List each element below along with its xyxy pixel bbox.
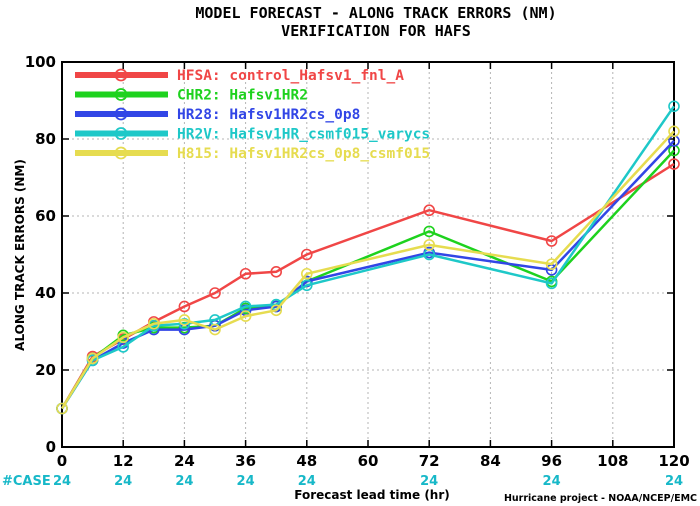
legend-entry: HR2V: Hafsv1HR_csmf015_varycs bbox=[75, 127, 430, 143]
axes: 0 12 24 36 48 60 72 84 96 108 120 0 20 40 60 80 100 24 24 2… bbox=[25, 53, 690, 489]
data-point bbox=[300, 248, 313, 261]
data-point bbox=[270, 304, 283, 317]
legend-label: H815: Hafsv1HR2cs_0p8_csmf015 bbox=[177, 146, 430, 162]
legend-swatch-marker bbox=[114, 146, 128, 160]
data-point bbox=[148, 317, 160, 330]
legend: HFSA: control_Hafsv1_fnl_A CHR2: Hafsv1HR… bbox=[75, 68, 430, 162]
legend-entry: HR28: Hafsv1HR2cs_0p8 bbox=[75, 107, 360, 123]
case-count: 24 bbox=[543, 474, 561, 489]
case-count: 24 bbox=[237, 474, 255, 489]
legend-label: HR2V: Hafsv1HR_csmf015_varycs bbox=[177, 127, 430, 143]
data-point bbox=[86, 352, 99, 365]
data-point bbox=[545, 235, 558, 247]
data-point bbox=[300, 279, 313, 292]
data-point bbox=[239, 310, 252, 322]
legend-label: HR28: Hafsv1HR2cs_0p8 bbox=[177, 107, 360, 123]
case-count: 24 bbox=[420, 474, 438, 489]
case-count: 24 bbox=[114, 474, 132, 489]
x-tick-label: 108 bbox=[597, 452, 628, 470]
case-row-label: #CASE bbox=[2, 474, 51, 489]
case-count: 24 bbox=[53, 474, 71, 489]
x-tick-label: 72 bbox=[419, 452, 440, 470]
y-tick-label: 0 bbox=[46, 438, 56, 456]
legend-entry: HFSA: control_Hafsv1_fnl_A bbox=[75, 68, 404, 84]
plot-frame bbox=[61, 61, 675, 448]
data-point bbox=[178, 300, 191, 313]
legend-swatch-marker bbox=[114, 88, 128, 101]
credit-text: Hurricane project - NOAA/NCEP/EMC bbox=[504, 493, 697, 504]
chart-title: MODEL FORECAST - ALONG TRACK ERRORS (NM) bbox=[195, 4, 556, 22]
x-tick-label: 0 bbox=[57, 452, 67, 470]
data-point bbox=[117, 331, 129, 344]
data-point bbox=[178, 314, 191, 326]
data-point bbox=[239, 267, 252, 280]
legend-entry: CHR2: Hafsv1HR2 bbox=[75, 88, 308, 104]
series-layer bbox=[56, 100, 680, 415]
y-tick-label: 20 bbox=[35, 361, 56, 379]
series-line bbox=[60, 162, 675, 410]
data-point bbox=[300, 267, 313, 280]
series-line bbox=[60, 130, 675, 410]
x-axis-title: Forecast lead time (hr) bbox=[294, 488, 450, 502]
data-point bbox=[423, 225, 436, 238]
case-count: 24 bbox=[298, 474, 316, 489]
y-tick-label: 80 bbox=[35, 130, 56, 148]
case-count: 24 bbox=[175, 474, 193, 489]
x-tick-label: 120 bbox=[658, 452, 689, 470]
legend-swatch-marker bbox=[114, 107, 128, 121]
legend-swatch-marker bbox=[114, 127, 128, 140]
data-point bbox=[668, 100, 680, 113]
legend-swatch-marker bbox=[114, 68, 128, 82]
legend-label: HFSA: control_Hafsv1_fnl_A bbox=[177, 68, 404, 84]
grid bbox=[62, 62, 674, 447]
data-point bbox=[668, 158, 680, 170]
data-point bbox=[423, 204, 436, 217]
data-point bbox=[545, 277, 558, 290]
x-tick-label: 84 bbox=[480, 452, 501, 470]
case-count: 24 bbox=[665, 474, 683, 489]
data-point bbox=[56, 402, 68, 415]
y-tick-label: 60 bbox=[35, 207, 56, 225]
data-point bbox=[270, 266, 283, 278]
legend-label: CHR2: Hafsv1HR2 bbox=[177, 88, 308, 104]
series-4 bbox=[56, 125, 680, 415]
x-tick-label: 96 bbox=[541, 452, 562, 470]
y-axis-title: ALONG TRACK ERRORS (NM) bbox=[13, 159, 27, 351]
x-tick-label: 60 bbox=[358, 452, 379, 470]
x-tick-label: 24 bbox=[174, 452, 195, 470]
x-tick-label: 36 bbox=[235, 452, 256, 470]
data-point bbox=[423, 239, 436, 251]
data-point bbox=[209, 287, 221, 299]
data-point bbox=[668, 125, 680, 138]
chart-subtitle: VERIFICATION FOR HAFS bbox=[281, 22, 471, 40]
y-tick-label: 100 bbox=[25, 53, 56, 71]
x-tick-label: 48 bbox=[296, 452, 317, 470]
y-tick-label: 40 bbox=[35, 284, 56, 302]
data-point bbox=[209, 323, 221, 336]
data-point bbox=[545, 258, 558, 270]
legend-entry: H815: Hafsv1HR2cs_0p8_csmf015 bbox=[75, 146, 430, 162]
x-tick-label: 12 bbox=[113, 452, 134, 470]
